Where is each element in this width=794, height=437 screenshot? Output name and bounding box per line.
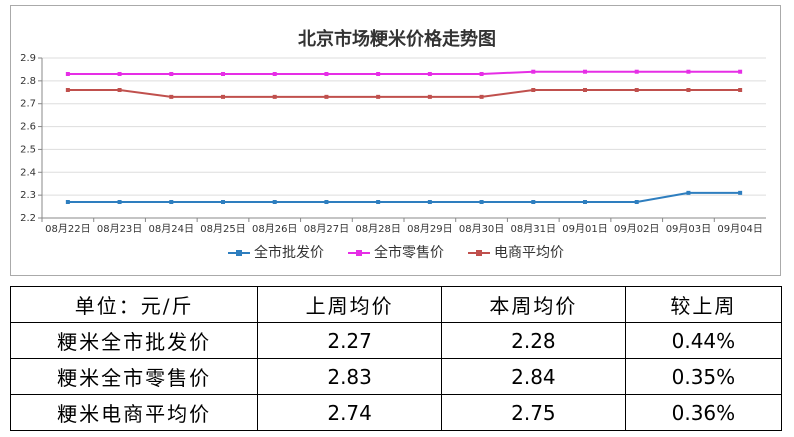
point — [531, 88, 536, 92]
table-cell: 粳米全市零售价 — [9, 358, 259, 395]
legend-marker — [356, 250, 362, 256]
point — [65, 72, 70, 76]
point — [686, 69, 691, 74]
table-cell: 2.84 — [441, 358, 626, 395]
y-tick-label: 2.6 — [20, 122, 36, 133]
x-tick-label: 08月26日 — [252, 223, 297, 235]
chart-frame — [10, 5, 781, 276]
point — [479, 72, 484, 76]
y-tick-label: 2.8 — [20, 76, 36, 87]
table-cell: 0.35% — [624, 358, 783, 395]
x-tick-label: 08月31日 — [511, 223, 556, 235]
x-tick-label: 08月25日 — [200, 223, 245, 235]
point — [169, 72, 174, 76]
table-cell: 2.28 — [441, 322, 626, 359]
table-row: 粳米全市零售价 2.83 2.84 0.35% — [9, 358, 783, 395]
point — [634, 200, 639, 204]
point — [324, 94, 329, 99]
point — [272, 94, 277, 99]
point — [272, 200, 277, 204]
point — [686, 88, 691, 92]
point — [583, 69, 587, 74]
x-tick-label: 09月02日 — [614, 223, 659, 235]
table-row: 粳米全市批发价 2.27 2.28 0.44% — [9, 322, 783, 359]
x-tick-label: 08月22日 — [45, 223, 90, 235]
point — [169, 94, 174, 99]
table-cell: 较上周 — [624, 286, 783, 323]
point — [583, 88, 587, 92]
point — [427, 72, 432, 76]
point — [634, 88, 639, 92]
x-tick-label: 08月29日 — [407, 223, 452, 235]
point — [65, 88, 70, 92]
point — [376, 200, 381, 204]
point — [531, 69, 536, 74]
legend-label: 电商平均价 — [494, 245, 564, 261]
y-tick-label: 2.2 — [20, 213, 36, 224]
legend-marker — [236, 250, 242, 256]
x-tick-label: 09月03日 — [666, 223, 711, 235]
point — [65, 200, 70, 204]
series-line — [67, 70, 741, 75]
table-cell: 2.83 — [257, 358, 442, 395]
point — [427, 200, 432, 204]
point — [221, 72, 225, 76]
x-tick-label: 09月01日 — [562, 223, 607, 235]
legend-label: 全市批发价 — [254, 244, 324, 261]
table-cell: 2.75 — [441, 394, 626, 431]
series-line — [67, 191, 741, 203]
point — [117, 88, 122, 92]
table-cell: 0.44% — [624, 322, 783, 359]
y-tick-label: 2.3 — [20, 190, 36, 201]
point — [479, 200, 484, 204]
x-tick-label: 08月27日 — [304, 223, 349, 235]
table-cell: 本周均价 — [441, 286, 626, 323]
point — [738, 88, 743, 92]
table-cell: 2.27 — [257, 322, 442, 359]
point — [427, 94, 432, 99]
y-tick-label: 2.7 — [20, 99, 36, 110]
table: 单位：元/斤 上周均价 本周均价 较上周 粳米全市批发价 2.27 2.28 0.44% 粳米全… — [9, 286, 783, 431]
x-tick-label: 08月28日 — [355, 223, 400, 235]
table-cell: 单位：元/斤 — [9, 286, 259, 323]
point — [583, 200, 587, 204]
table-cell: 0.36% — [624, 394, 783, 431]
x-tick-label: 09月04日 — [717, 223, 762, 235]
x-tick-label: 08月23日 — [97, 223, 142, 235]
point — [169, 200, 174, 204]
y-tick-label: 2.4 — [20, 167, 36, 178]
point — [634, 69, 639, 74]
table-cell: 2.74 — [257, 394, 442, 431]
chart-title: 北京市场粳米价格走势图 — [298, 28, 496, 50]
series-line — [67, 89, 741, 98]
table-row: 粳米电商平均价 2.74 2.75 0.36% — [9, 394, 783, 431]
legend-label: 全市零售价 — [374, 244, 444, 261]
point — [117, 72, 122, 76]
table-cell: 粳米全市批发价 — [9, 322, 259, 359]
point — [531, 200, 536, 204]
y-tick-label: 2.9 — [20, 53, 36, 64]
point — [738, 190, 743, 195]
x-tick-label: 08月24日 — [149, 223, 194, 235]
point — [221, 200, 225, 204]
point — [376, 72, 381, 76]
x-tick-label: 08月30日 — [459, 223, 504, 235]
legend-marker — [476, 250, 482, 256]
point — [272, 72, 277, 76]
point — [324, 200, 329, 204]
chart: 北京市场粳米价格走势图 2.2 2.3 2.4 2.5 2.6 2.7 2.8 2.9 08月2… — [10, 5, 781, 276]
table-cell: 粳米电商平均价 — [9, 394, 259, 431]
point — [479, 94, 484, 99]
point — [686, 190, 691, 195]
point — [376, 94, 381, 99]
point — [738, 69, 743, 74]
point — [221, 94, 225, 99]
table-cell: 上周均价 — [257, 286, 442, 323]
point — [117, 200, 122, 204]
y-tick-label: 2.5 — [20, 144, 36, 155]
table-row: 单位：元/斤 上周均价 本周均价 较上周 — [9, 286, 783, 323]
point — [324, 72, 329, 76]
